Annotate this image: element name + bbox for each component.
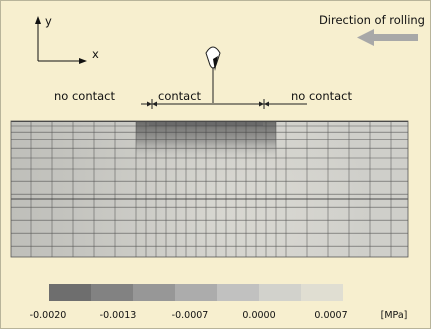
- color-legend-bar: [49, 284, 343, 301]
- legend-swatch: [259, 284, 301, 301]
- legend-tick-label: 0.0007: [314, 310, 348, 321]
- zone-label-no-contact-left: no contact: [54, 89, 116, 103]
- stress-mesh: [10, 120, 409, 258]
- y-axis-label: y: [45, 14, 52, 28]
- x-axis-arrowhead: [79, 58, 87, 64]
- y-axis-arrowhead: [35, 16, 41, 24]
- rolling-direction-arrow: [357, 29, 418, 46]
- x-axis-label: x: [92, 47, 99, 61]
- legend-swatch: [301, 284, 343, 301]
- direction-label: Direction of rolling: [318, 13, 425, 27]
- legend-unit-label: [MPa]: [380, 310, 408, 321]
- coordinate-axes: [35, 16, 87, 64]
- legend-swatch: [91, 284, 133, 301]
- legend-tick-label: 0.0000: [242, 310, 276, 321]
- legend-swatch: [175, 284, 217, 301]
- legend-tick-label: -0.0020: [29, 310, 67, 321]
- zone-dimension-line: [141, 99, 307, 109]
- legend-tick-label: -0.0007: [171, 310, 209, 321]
- legend-swatch: [49, 284, 91, 301]
- load-pointer: [205, 46, 221, 103]
- zone-label-contact: contact: [158, 89, 202, 103]
- legend-swatch: [133, 284, 175, 301]
- legend-tick-label: -0.0013: [99, 310, 137, 321]
- zone-label-no-contact-right: no contact: [291, 89, 353, 103]
- legend-swatch: [217, 284, 259, 301]
